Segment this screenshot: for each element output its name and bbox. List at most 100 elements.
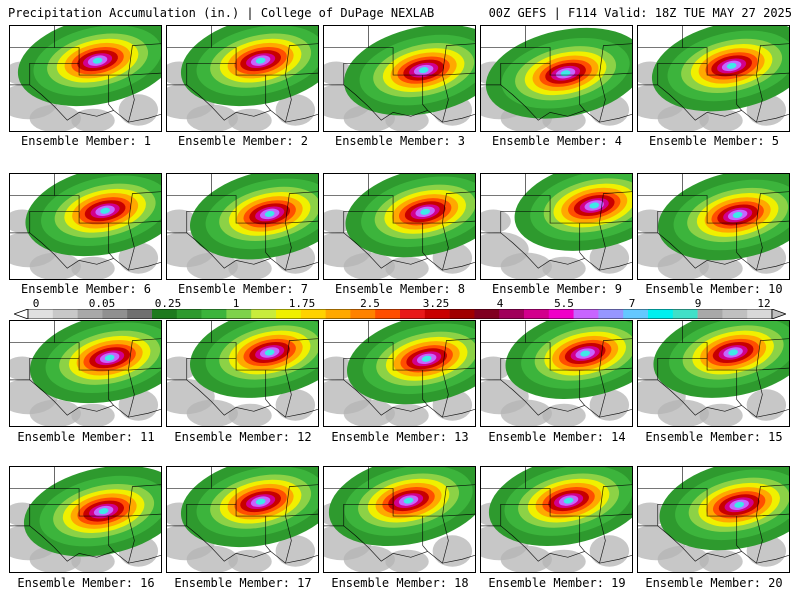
ensemble-member-map [323,25,476,132]
colorbar-segment [449,309,475,319]
precip-map [324,321,475,426]
precip-map [10,174,161,279]
state-borders [481,467,632,564]
state-borders [638,174,789,271]
precip-contour [589,202,600,209]
state-borders [481,321,632,418]
precip-contour [580,350,591,357]
precip-contour [264,349,275,356]
ensemble-member-map [480,466,633,573]
precip-accumulation-bands [488,467,632,547]
ensemble-member-label: Ensemble Member: 16 [17,576,155,590]
precip-map [167,26,318,131]
state-borders [10,174,161,271]
ensemble-member-map [9,320,162,427]
colorbar-tick-label: 1.75 [288,297,316,310]
ensemble-member-map [637,173,790,280]
precip-contour [104,354,115,361]
ensemble-member-label: Ensemble Member: 20 [645,576,783,590]
precip-map [10,321,161,426]
state-borders [167,174,318,271]
colorbar-segment [325,309,351,319]
precip-map [481,26,632,131]
precip-map [638,321,789,426]
precip-contour [728,349,738,356]
light-precip-area [167,209,316,279]
colorbar-segment [424,309,450,319]
precip-contour [734,501,745,508]
colorbar-segment [648,309,674,319]
precip-accumulation-bands [345,174,475,258]
ensemble-member-label: Ensemble Member: 19 [488,576,626,590]
ensemble-member-label: Ensemble Member: 10 [645,282,783,296]
state-borders [638,26,789,123]
precip-accumulation-bands [180,467,318,548]
ensemble-member-label: Ensemble Member: 1 [20,134,152,148]
precip-contour [421,355,432,362]
colorbar-segment [127,309,153,319]
state-borders [481,174,632,271]
ensemble-member-label: Ensemble Member: 18 [331,576,469,590]
colorbar-segment [52,309,78,319]
colorbar-tick-label: 4 [496,297,504,310]
colorbar-segment [201,309,227,319]
colorbar-segment [598,309,624,319]
ensemble-member-map [166,173,319,280]
ensemble-member-map [166,320,319,427]
state-borders [481,26,632,123]
state-borders [167,321,318,418]
colorbar-tick-label: 7 [628,297,636,310]
light-precip-area [638,61,787,131]
precip-contour [100,207,110,214]
colorbar-segment [350,309,376,319]
precip-map [638,174,789,279]
ensemble-member-label: Ensemble Member: 3 [334,134,466,148]
colorbar-segment [400,309,426,319]
ensemble-member-label: Ensemble Member: 13 [331,430,469,444]
state-borders [10,321,161,418]
ensemble-member-map [480,173,633,280]
precip-contour [255,57,266,64]
ensemble-member-label: Ensemble Member: 7 [177,282,309,296]
precip-map [324,174,475,279]
light-precip-area [481,356,630,426]
colorbar-segment [102,309,128,319]
colorbar-tick-label: 0 [32,297,40,310]
colorbar-segment [722,309,748,319]
precip-accumulation-bands [653,321,789,398]
ensemble-member-map [323,320,476,427]
state-borders [638,321,789,418]
precip-map [10,467,161,572]
precip-accumulation-bands [190,174,318,260]
light-precip-area [638,502,787,572]
ensemble-member-label: Ensemble Member: 12 [174,430,312,444]
light-precip-area [481,209,630,279]
precip-contour [726,62,737,69]
colorbar-tick-label: 3.25 [422,297,450,310]
precip-contour [418,67,429,74]
ensemble-member-label: Ensemble Member: 14 [488,430,626,444]
state-borders [324,26,475,123]
ensemble-member-label: Ensemble Member: 6 [20,282,152,296]
precip-contour [255,498,266,505]
precip-map [324,467,475,572]
colorbar-segment [524,309,550,319]
ensemble-member-map [323,466,476,573]
colorbar-segment [176,309,202,319]
precip-contour [92,57,103,64]
ensemble-member-label: Ensemble Member: 11 [17,430,155,444]
colorbar-strip [14,309,786,319]
colorbar-tick-labels: 0 0.05 0.25 1 1.75 2.5 3.25 4 5.5 7 9 12 [14,297,786,310]
precip-contour [403,497,414,504]
precip-map [481,321,632,426]
precip-map [481,467,632,572]
colorbar-tick-label: 12 [757,297,771,310]
state-borders [638,467,789,564]
ensemble-member-map [480,320,633,427]
precip-accumulation-bands [17,26,161,107]
precip-map [481,174,632,279]
precip-contour [420,208,431,215]
state-borders [167,467,318,564]
colorbar-segment [623,309,649,319]
state-borders [167,26,318,123]
